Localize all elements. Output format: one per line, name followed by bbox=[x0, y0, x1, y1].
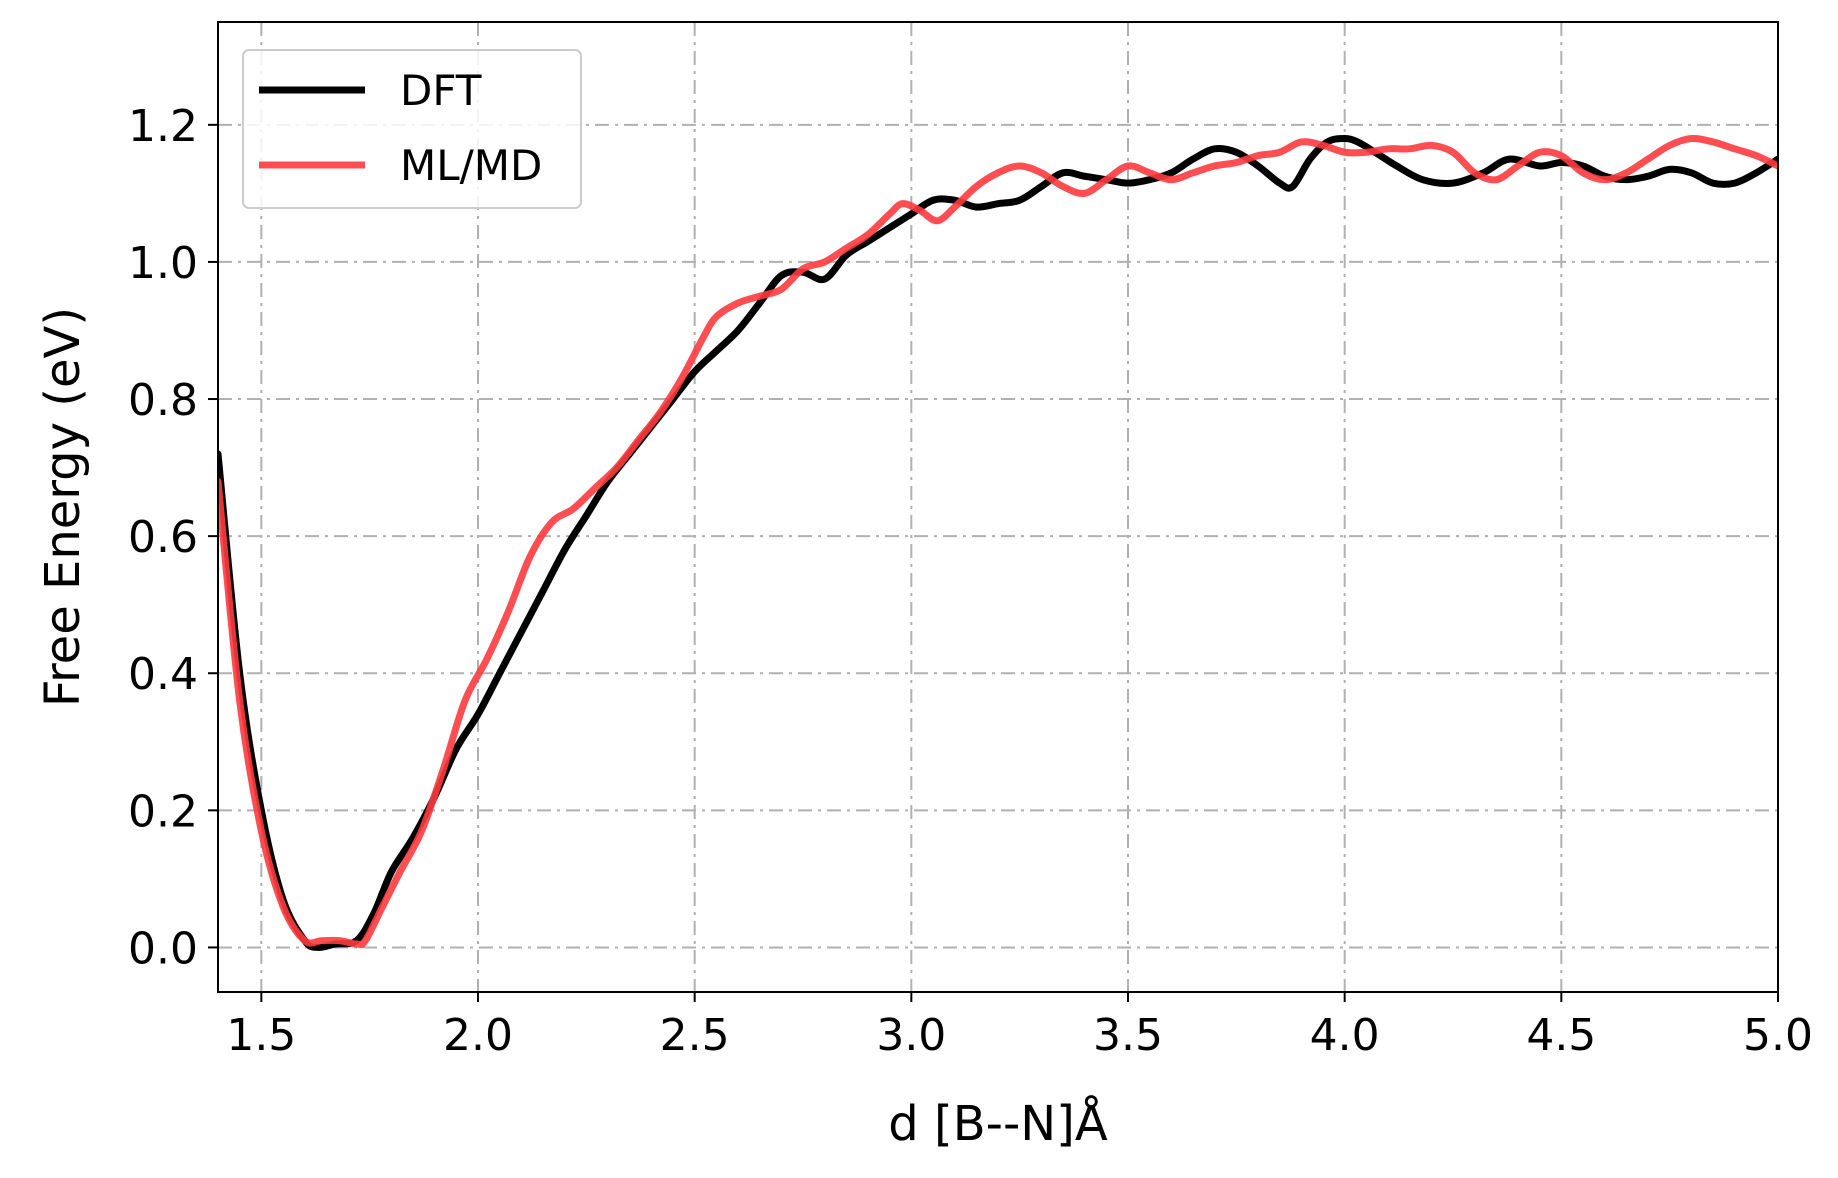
series-layer bbox=[218, 134, 1778, 952]
series-line-ml-md bbox=[218, 134, 1778, 949]
axes bbox=[208, 123, 1779, 1002]
legend-label: DFT bbox=[400, 66, 482, 115]
y-tick-label: 0.2 bbox=[128, 786, 198, 837]
x-tick-label: 3.5 bbox=[1093, 1010, 1163, 1061]
y-tick-label: 0.0 bbox=[128, 923, 198, 974]
y-axis-label: Free Energy (eV) bbox=[35, 307, 91, 707]
x-tick-label: 2.5 bbox=[660, 1010, 730, 1061]
tick-labels: 1.5 2.0 2.5 3.0 3.5 4.0 4.5 5.0 0.0 0.2 0.4 0.6 0.8 1… bbox=[128, 101, 1813, 1061]
x-tick-label: 4.0 bbox=[1310, 1010, 1380, 1061]
x-tick-label: 1.5 bbox=[226, 1010, 296, 1061]
x-axis-label: d [B--N]Å bbox=[888, 1095, 1108, 1152]
y-tick-label: 0.4 bbox=[128, 649, 198, 700]
x-tick-label: 5.0 bbox=[1743, 1010, 1813, 1061]
y-tick-label: 1.0 bbox=[128, 238, 198, 289]
x-tick-label: 4.5 bbox=[1526, 1010, 1596, 1061]
legend: DFT ML/MD bbox=[242, 49, 582, 209]
y-tick-label: 0.6 bbox=[128, 512, 198, 563]
x-tick-label: 3.0 bbox=[876, 1010, 946, 1061]
legend-label: ML/MD bbox=[400, 141, 542, 190]
plot-frame bbox=[217, 21, 1779, 993]
y-tick-label: 1.2 bbox=[128, 101, 198, 152]
y-tick-label: 0.8 bbox=[128, 375, 198, 426]
x-tick-label: 2.0 bbox=[443, 1010, 513, 1061]
